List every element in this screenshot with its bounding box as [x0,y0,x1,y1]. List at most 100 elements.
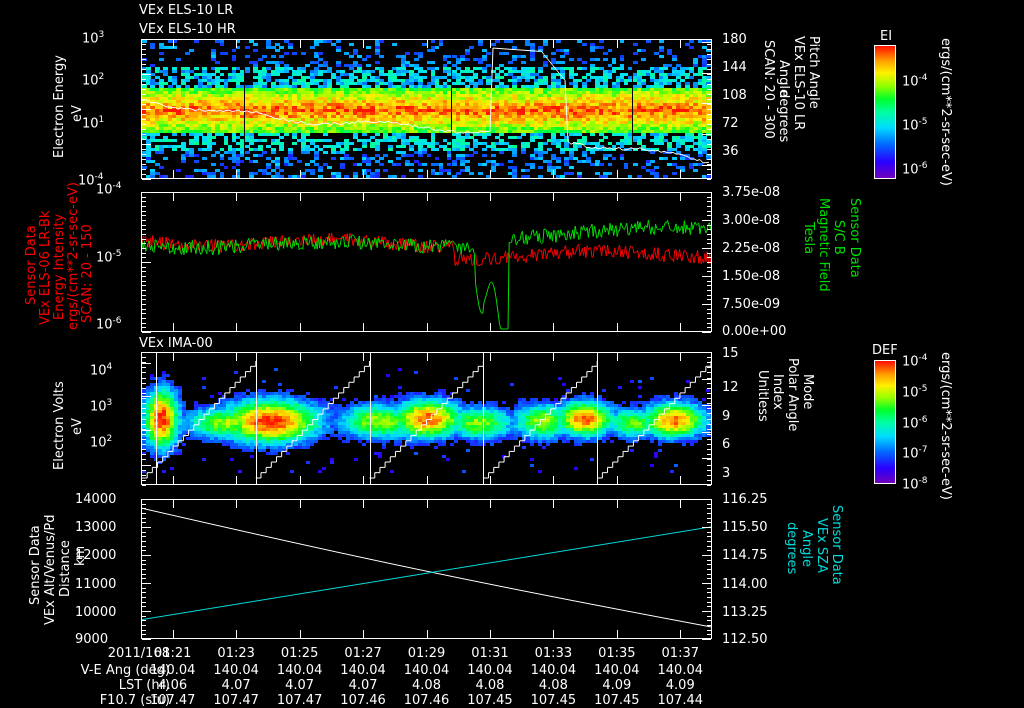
axis-tick [707,449,711,450]
axis-tick [142,611,151,612]
panel2-ylabel-1: VEx ELS-06 LR-Bk [38,210,53,325]
axis-tick [707,149,711,150]
axis-tick [702,220,711,221]
axis-tick [173,323,174,331]
axis-tick [707,357,711,358]
axis-tick [707,59,711,60]
panel3-frame [141,352,712,485]
axis-tick [142,454,146,455]
axis-tick [142,206,146,207]
axis-tick [142,129,146,130]
axis-tick [707,49,711,50]
panel2-ylabel-2: Energy Intensity [52,213,67,320]
axis-tick [707,616,711,617]
panel4-ytick-2: 12000 [75,548,117,563]
axis-tick [142,44,146,45]
panel2-rlabel-2: Magnetic Field [816,198,831,292]
panel4-ytick-0: 14000 [75,492,117,507]
bottom-vea-4: 140.04 [403,663,450,678]
axis-tick [702,332,711,333]
panel3-cbtick-1: 10-5 [902,384,928,401]
axis-tick [707,174,711,175]
axis-tick [707,327,711,328]
axis-tick [142,290,146,291]
panel4-rtick-0: 116.25 [722,492,768,507]
axis-tick [142,634,146,635]
axis-tick [236,323,237,331]
axis-tick [142,257,146,258]
axis-tick [707,318,711,319]
axis-tick [707,429,711,430]
bottom-time-1: 01:23 [217,646,255,661]
panel4-ylabel-0: Sensor Data [28,525,43,605]
axis-tick [142,480,146,481]
axis-tick [707,84,711,85]
axis-tick [707,39,711,40]
axis-tick [707,393,711,394]
axis-tick [142,149,146,150]
axis-tick [142,504,146,505]
axis-tick [707,470,711,471]
axis-tick [142,393,146,394]
bottom-lst-2: 4.07 [285,678,315,693]
axis-tick [142,620,146,621]
axis-tick [707,79,711,80]
axis-tick [142,99,146,100]
axis-tick [707,625,711,626]
axis-tick [427,170,428,178]
axis-tick [707,253,711,254]
axis-tick [427,630,428,638]
panel2-ylabel-3: ergs/(cm**2-sr-sec-eV) [66,182,81,330]
axis-tick [142,518,146,519]
axis-tick [617,170,618,178]
panel1-title-hr: VEx ELS-10 HR [139,22,236,37]
axis-tick [142,485,146,486]
axis-tick [702,379,711,380]
axis-tick [142,318,146,319]
axis-tick [427,476,428,484]
axis-tick [427,323,428,331]
axis-tick [702,555,711,556]
axis-tick [142,372,146,373]
axis-tick [707,383,711,384]
axis-tick [707,372,711,373]
axis-tick [702,458,711,459]
axis-tick [142,459,146,460]
axis-tick [142,367,146,368]
axis-tick [707,54,711,55]
axis-tick [707,403,711,404]
bottom-lst-8: 4.09 [665,678,695,693]
axis-tick [707,602,711,603]
axis-tick [617,500,618,508]
axis-tick [142,527,151,528]
axis-tick [142,532,146,533]
panel2-rtick-5: 0.00e+00 [722,324,787,339]
axis-tick [236,630,237,638]
axis-tick [142,541,146,542]
axis-tick [142,79,146,80]
axis-tick [707,239,711,240]
bottom-lst-5: 4.08 [475,678,505,693]
axis-tick [707,323,711,324]
panel3-rlabel-1: Polar Angle [785,358,800,432]
axis-tick [363,170,364,178]
axis-tick [142,388,146,389]
axis-tick [236,476,237,484]
panel1-rtick-3: 72 [722,116,739,131]
panel4-rtick-4: 113.25 [722,605,768,620]
axis-tick [142,299,146,300]
axis-tick [553,40,554,48]
axis-tick [707,513,711,514]
axis-tick [702,165,711,166]
bottom-row-label-1: LST (hr) [118,678,170,693]
bottom-vea-0: 140.04 [149,663,196,678]
axis-tick [173,500,174,508]
bottom-f107-4: 107.46 [403,693,450,708]
axis-tick [490,630,491,638]
axis-tick [707,459,711,460]
axis-tick [707,465,711,466]
axis-tick [707,620,711,621]
axis-tick [707,74,711,75]
bottom-lst-6: 4.08 [538,678,568,693]
panel3-rtick-1: 12 [722,380,739,395]
